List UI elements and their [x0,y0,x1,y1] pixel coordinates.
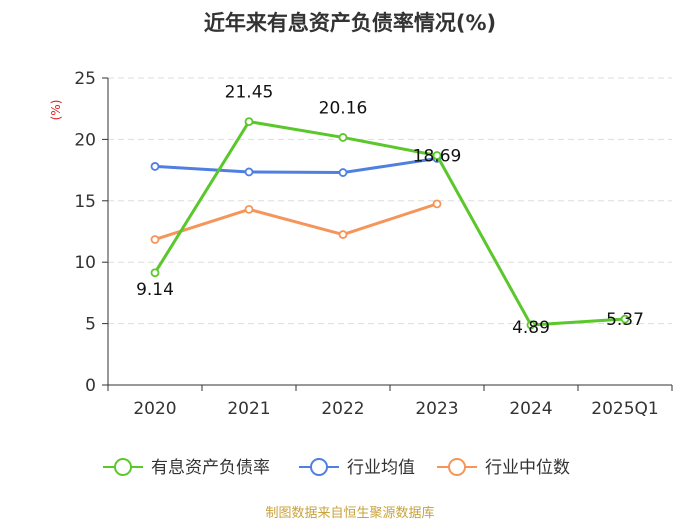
series-line-2 [154,202,438,241]
series-point [526,320,536,330]
axes: 0 5 10 15 20 25 2020 2021 2022 2023 2024 2025Q1 [74,69,673,419]
series-point [432,151,442,160]
y-tick-label: 20 [74,130,96,150]
series-point [338,230,348,239]
series-point [338,168,348,177]
legend-item: 行业中位数 [437,458,570,478]
y-tick-label: 0 [85,376,96,396]
legend-swatch-marker [310,458,328,476]
data-label: 5.37 [606,310,644,330]
data-label: 4.89 [512,318,550,338]
data-label: 21.45 [225,83,274,103]
y-tick-label: 5 [85,315,96,335]
data-label: 18.69 [413,146,462,166]
grid [108,77,672,325]
series-group [150,117,630,330]
series-point [432,199,442,209]
x-tick-label: 2024 [509,399,552,419]
legend-label: 有息资产负债率 [151,458,270,478]
x-tick-label: 2022 [321,399,364,419]
legend: 有息资产负债率 行业均值 行业中位数 [103,458,570,478]
legend-item: 有息资产负债率 [103,458,270,478]
chart-title: 近年来有息资产负债率情况(%) [204,11,496,35]
y-tick-label: 10 [74,253,96,273]
legend-label: 行业中位数 [485,458,570,478]
legend-swatch-marker [448,458,466,476]
source-note: 制图数据来自恒生聚源数据库 [265,505,434,521]
x-tick-label: 2021 [227,399,270,419]
legend-label: 行业均值 [347,458,415,478]
series-point [244,204,254,214]
series-line-1 [154,156,438,175]
series-point [150,235,160,244]
y-axis-label: (%) [49,100,63,121]
series-point [150,162,160,171]
series-line-0 [153,120,626,327]
data-labels: 9.14 21.45 20.16 18.69 4.89 5.37 [136,83,644,338]
series-point [244,167,254,177]
series-point [150,268,160,278]
x-tick-label: 2023 [415,399,458,419]
x-tick-label: 2025Q1 [591,399,658,419]
legend-swatch-marker [114,458,132,476]
legend-item: 行业均值 [299,458,415,478]
y-tick-label: 15 [74,192,96,212]
data-label: 20.16 [319,98,368,118]
series-point [620,314,630,324]
series-point [338,133,348,142]
data-label: 9.14 [136,280,174,300]
series-point [244,117,254,126]
x-tick-label: 2020 [133,399,176,419]
y-tick-label: 25 [74,69,96,89]
